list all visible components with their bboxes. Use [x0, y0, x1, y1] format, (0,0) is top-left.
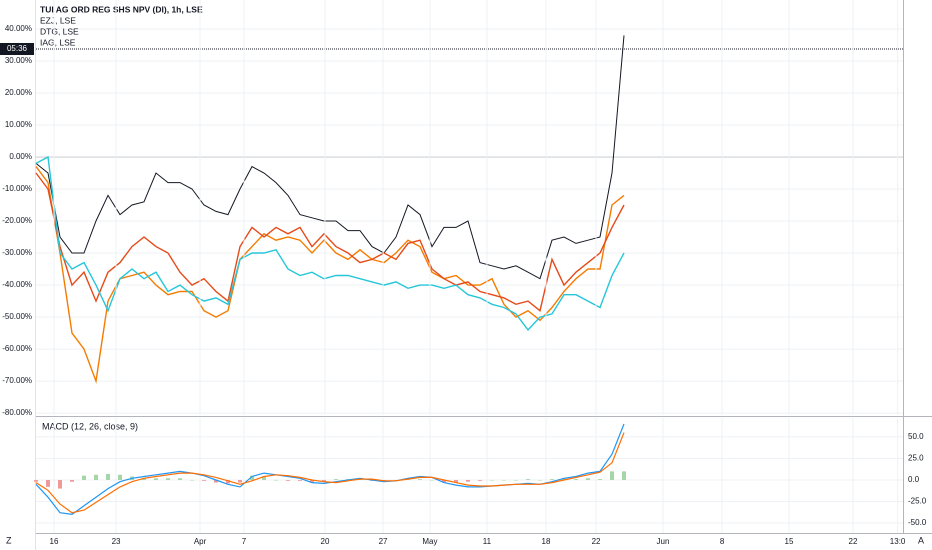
x-tick-label: 27 [379, 537, 388, 546]
histogram-bar [34, 479, 38, 482]
y-tick-label: 10.00% [5, 120, 32, 129]
x-tick-label: 7 [242, 537, 247, 546]
series-line [35, 155, 625, 331]
histogram-bar [166, 478, 170, 480]
histogram-bar [178, 478, 182, 480]
y-tick-label: -20.00% [2, 216, 32, 225]
x-tick-label: Apr [194, 537, 207, 546]
y-tick-label: 30.00% [5, 56, 32, 65]
histogram-bar [58, 479, 62, 489]
zoom-button[interactable]: Z [6, 535, 12, 545]
macd-line [35, 432, 625, 514]
y-tick-label: -25.0 [908, 497, 927, 506]
histogram-bar [430, 479, 434, 481]
legend-entry: IAG, LSE [40, 37, 76, 47]
histogram-bar [322, 479, 326, 482]
y-tick-label: -80.00% [2, 408, 32, 417]
auto-scale-button[interactable]: A [918, 535, 924, 545]
histogram-bar [262, 476, 266, 480]
histogram-bar [562, 478, 566, 480]
histogram-bar [502, 479, 506, 481]
histogram-bar [490, 479, 494, 481]
y-tick-label: 0.00% [9, 152, 32, 161]
histogram-bar [46, 479, 50, 487]
histogram-bar [298, 479, 302, 481]
countdown-box [0, 43, 34, 56]
y-tick-label: 50.0 [908, 432, 924, 441]
y-tick-label: 25.0 [908, 454, 924, 463]
histogram-bar [454, 479, 458, 483]
x-tick-label: Jun [657, 537, 670, 546]
y-tick-label: -30.00% [2, 248, 32, 257]
histogram-bar [142, 478, 146, 480]
histogram-bar [478, 479, 482, 481]
histogram-bar [238, 479, 242, 483]
histogram-bar [586, 478, 590, 480]
histogram-bar [514, 479, 518, 481]
y-tick-label: -10.00% [2, 184, 32, 193]
x-tick-label: 16 [50, 537, 59, 546]
histogram-bar [574, 479, 578, 480]
y-tick-label: 0.0 [908, 475, 920, 484]
x-tick-label: 22 [849, 537, 858, 546]
histogram-bar [70, 479, 74, 482]
x-tick-label: 13:0 [890, 537, 906, 546]
y-tick-label: -50.0 [908, 518, 927, 527]
histogram-bar [622, 471, 626, 480]
histogram-bar [274, 479, 278, 481]
histogram-bar [418, 479, 422, 480]
x-tick-label: 20 [321, 537, 330, 546]
legend-entry: DTG, LSE [40, 26, 79, 36]
histogram-bar [610, 471, 614, 480]
x-tick-label: 8 [720, 537, 725, 546]
countdown-label: 05:36 [7, 44, 28, 53]
x-tick-label: 23 [112, 537, 121, 546]
y-tick-label: 40.00% [5, 24, 32, 33]
histogram-bar [466, 479, 470, 482]
histogram-bar [286, 479, 290, 481]
histogram-bar [250, 475, 254, 480]
series-line [35, 172, 625, 312]
histogram-bar [550, 479, 554, 480]
histogram-bar [442, 479, 446, 483]
legend: TUI AG ORD REG SHS NPV (DI), 1h, LSEEZJ,… [40, 4, 203, 47]
histogram-bar [94, 474, 98, 480]
y-tick-label: -40.00% [2, 280, 32, 289]
y-tick-label: -70.00% [2, 376, 32, 385]
histogram-bar [82, 475, 86, 480]
histogram-bar [334, 479, 338, 480]
y-tick-label: -60.00% [2, 344, 32, 353]
x-tick-label: 11 [483, 537, 492, 546]
x-tick-label: 15 [785, 537, 794, 546]
macd-title: MACD (12, 26, close, 9) [42, 421, 138, 431]
legend-entry: TUI AG ORD REG SHS NPV (DI), 1h, LSE [40, 4, 203, 14]
x-tick-label: 22 [592, 537, 601, 546]
histogram-bar [106, 473, 110, 480]
histogram-bar [310, 479, 314, 483]
histogram-bar [214, 479, 218, 483]
y-tick-label: -50.00% [2, 312, 32, 321]
histogram-bar [598, 479, 602, 480]
histogram-bar [538, 479, 542, 481]
histogram-bar [226, 479, 230, 484]
histogram-bar [526, 479, 530, 480]
histogram-bar [118, 474, 122, 480]
histogram-bar [202, 479, 206, 481]
legend-entry: EZJ, LSE [40, 15, 76, 25]
histogram-bar [154, 478, 158, 480]
y-tick-label: 20.00% [5, 88, 32, 97]
x-tick-label: 18 [542, 537, 551, 546]
series-line [35, 35, 625, 280]
x-tick-label: May [422, 537, 437, 546]
series-line [35, 166, 625, 384]
histogram-bar [190, 479, 194, 481]
